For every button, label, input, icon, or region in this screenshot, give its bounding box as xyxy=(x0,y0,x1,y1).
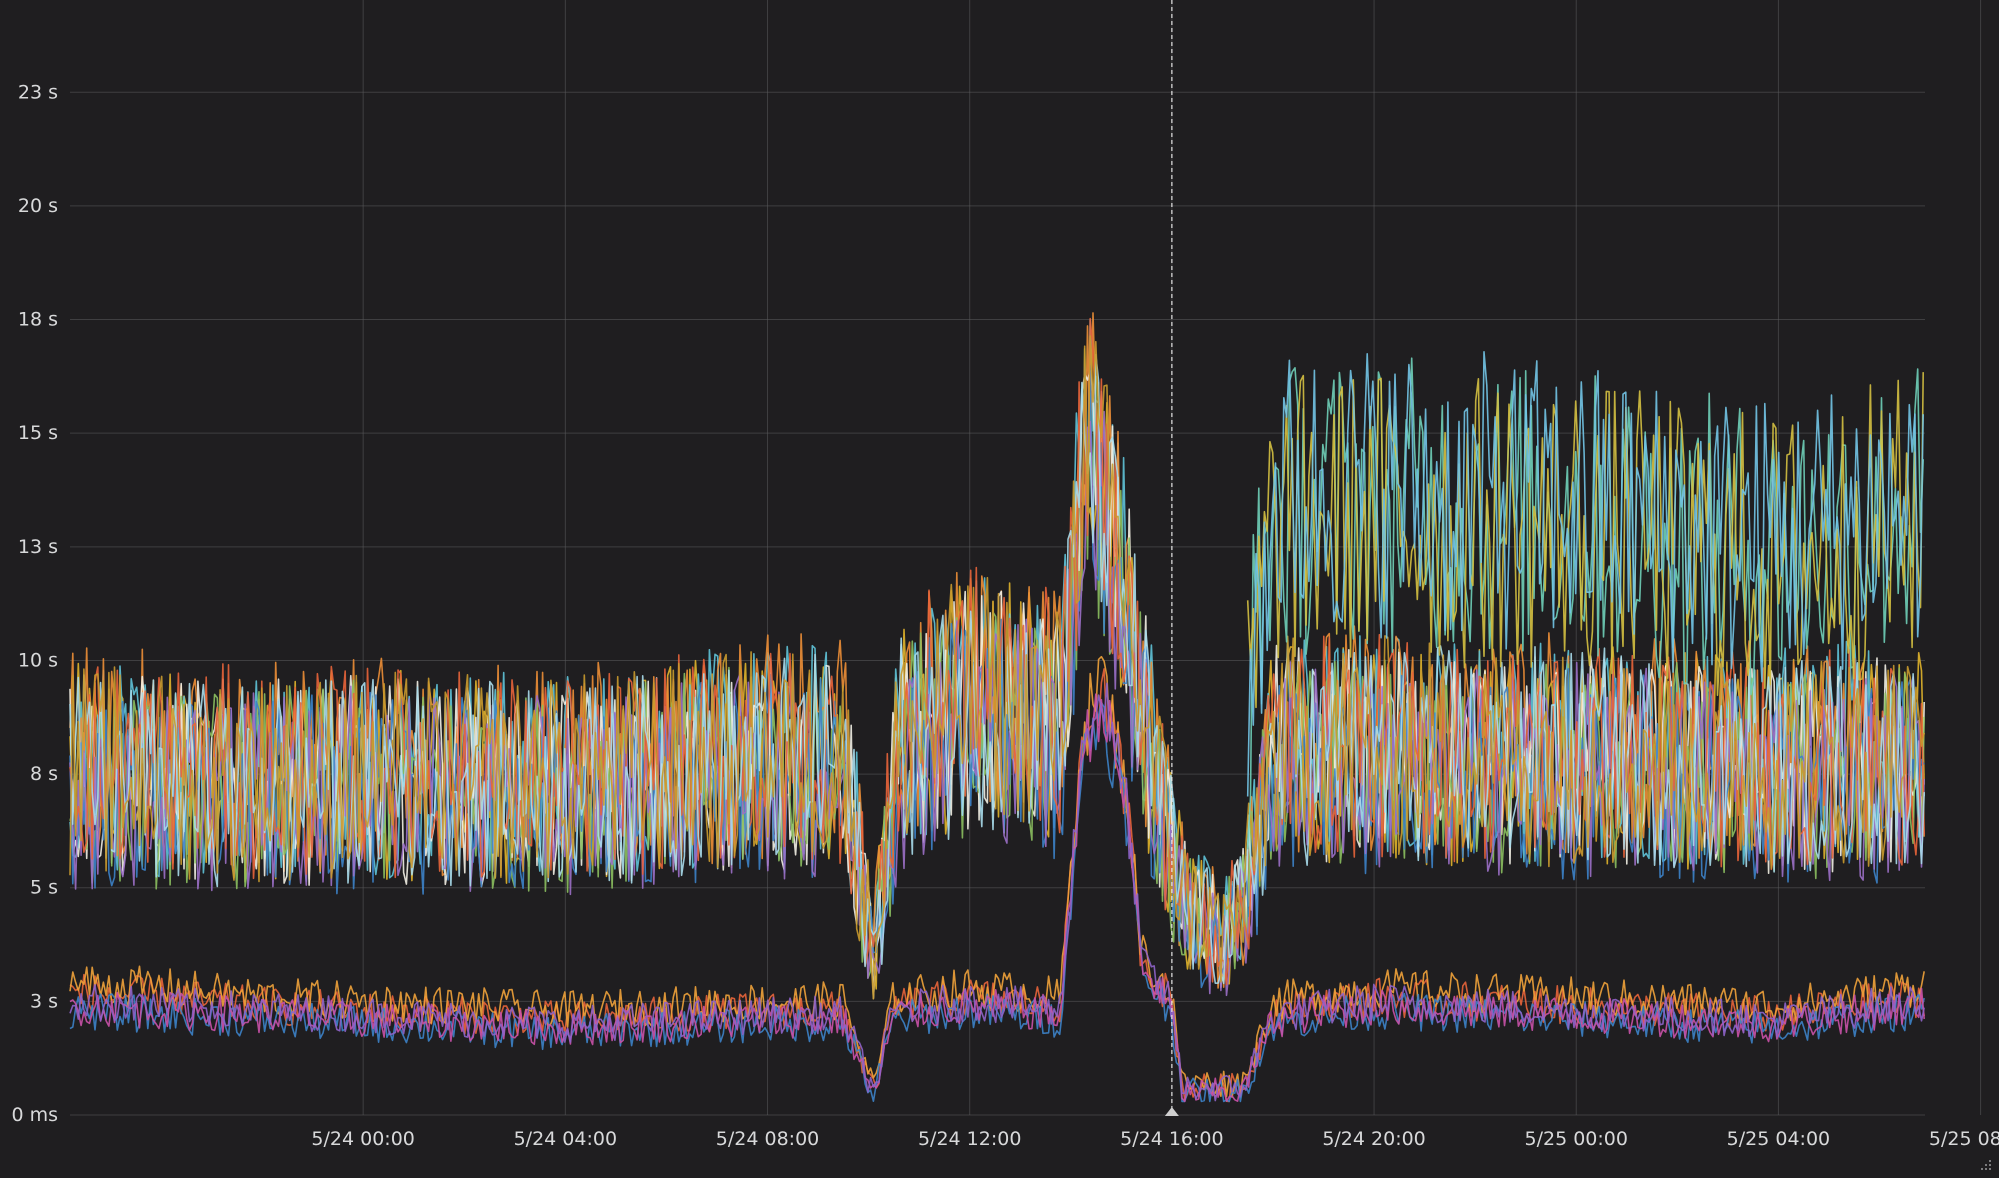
y-tick-label: 3 s xyxy=(30,990,58,1012)
y-tick-label: 0 ms xyxy=(11,1104,58,1126)
x-tick-label: 5/25 08:00 xyxy=(1929,1128,1999,1150)
y-tick-label: 23 s xyxy=(18,81,58,103)
crosshair-marker xyxy=(1164,1107,1179,1116)
y-tick-label: 18 s xyxy=(18,309,58,331)
series-line-upper xyxy=(69,335,1925,1000)
x-tick-label: 5/24 00:00 xyxy=(311,1128,414,1150)
y-tick-label: 13 s xyxy=(18,536,58,558)
x-tick-label: 5/24 08:00 xyxy=(716,1128,819,1150)
y-axis: 0 ms 3 s 5 s 8 s 10 s 13 s 15 s 18 s 20 s 23 s xyxy=(11,81,58,1126)
x-tick-label: 5/24 16:00 xyxy=(1120,1128,1223,1150)
resize-handle[interactable] xyxy=(1977,1156,1991,1170)
y-tick-label: 20 s xyxy=(18,195,58,217)
x-tick-label: 5/24 12:00 xyxy=(918,1128,1021,1150)
series-line-high xyxy=(1246,372,1924,709)
x-tick-label: 5/25 00:00 xyxy=(1525,1128,1628,1150)
series-line-lower xyxy=(69,693,1925,1103)
y-tick-label: 15 s xyxy=(18,422,58,444)
x-tick-label: 5/24 04:00 xyxy=(514,1128,617,1150)
series-line-high xyxy=(1246,351,1924,797)
y-tick-label: 5 s xyxy=(30,877,58,899)
series-group xyxy=(69,312,1925,1103)
x-tick-label: 5/25 04:00 xyxy=(1727,1128,1830,1150)
y-tick-label: 8 s xyxy=(30,763,58,785)
series-line-lower xyxy=(69,682,1925,1102)
y-tick-label: 10 s xyxy=(18,649,58,671)
x-tick-label: 5/24 20:00 xyxy=(1322,1128,1425,1150)
x-axis: 5/24 00:00 5/24 04:00 5/24 08:00 5/24 12:00… xyxy=(311,1128,1999,1150)
